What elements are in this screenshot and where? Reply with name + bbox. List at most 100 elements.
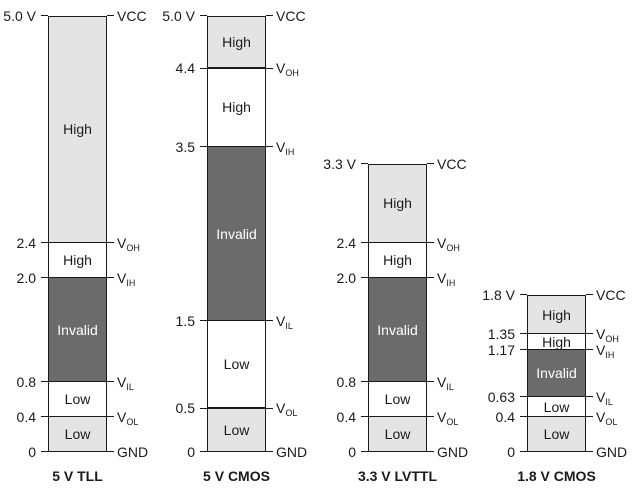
- level-label: 2.0: [16, 269, 36, 286]
- signal-tick: [107, 241, 114, 243]
- signal-tick: [586, 294, 593, 296]
- signal-name: VCC: [596, 287, 626, 304]
- level-label: 1.5: [175, 313, 195, 330]
- zone-label: Low: [543, 426, 570, 443]
- level-tick: [520, 294, 527, 296]
- level-tick: [520, 396, 527, 398]
- level-tick: [361, 416, 368, 418]
- level-tick: [361, 241, 368, 243]
- level-label: 0: [348, 444, 356, 460]
- signal-name: GND: [596, 444, 628, 460]
- zone-label: Invalid: [536, 365, 577, 382]
- zone-dark: Invalid: [207, 146, 266, 322]
- signal-name: GND: [117, 444, 149, 460]
- signal-name: V: [117, 409, 127, 426]
- signal-tick: [266, 407, 273, 409]
- level-tick: [41, 451, 48, 453]
- zone-white: High: [368, 241, 427, 278]
- signal-tick: [586, 416, 593, 418]
- signal-subscript: OL: [605, 417, 618, 428]
- signal-label: VIH: [276, 139, 294, 160]
- signal-name: VCC: [117, 8, 147, 24]
- zone-light: High: [207, 16, 266, 69]
- level-label: 0.5: [175, 400, 195, 417]
- signal-tick: [586, 349, 593, 351]
- level-label: 0.4: [495, 409, 515, 426]
- zone-label: High: [222, 34, 251, 51]
- zone-label: Invalid: [377, 321, 418, 338]
- signal-subscript: IL: [605, 397, 613, 408]
- signal-tick: [266, 451, 273, 453]
- signal-name: VCC: [276, 8, 306, 24]
- signal-subscript: OL: [446, 417, 459, 428]
- level-label: 4.4: [175, 60, 195, 77]
- level-tick: [520, 349, 527, 351]
- signal-label: VOL: [117, 409, 138, 430]
- level-tick: [200, 15, 207, 17]
- level-label: 0.8: [336, 374, 356, 391]
- zone-label: Invalid: [216, 225, 257, 242]
- zone-white: Low: [527, 396, 586, 418]
- zone-light: Low: [48, 416, 107, 452]
- level-tick: [520, 451, 527, 453]
- level-tick: [41, 241, 48, 243]
- signal-name: GND: [437, 444, 469, 460]
- signal-name: VCC: [437, 156, 467, 173]
- zone-white: High: [527, 333, 586, 350]
- signal-label: VIL: [596, 389, 613, 410]
- zone-label: Low: [64, 391, 91, 408]
- signal-name: V: [276, 400, 286, 417]
- level-label: 5.0 V: [162, 8, 195, 24]
- signal-label: VIH: [437, 270, 455, 291]
- zone-label: Low: [64, 426, 91, 443]
- signal-label: VCC: [596, 287, 626, 303]
- signal-subscript: OL: [126, 417, 139, 428]
- level-tick: [361, 381, 368, 383]
- signal-name: V: [596, 326, 606, 343]
- signal-tick: [427, 241, 434, 243]
- level-label: 5.0 V: [3, 8, 36, 24]
- signal-name: V: [596, 409, 606, 426]
- signal-subscript: OH: [285, 68, 299, 79]
- signal-label: VIH: [596, 342, 614, 363]
- signal-tick: [266, 146, 273, 147]
- signal-tick: [427, 163, 434, 165]
- signal-subscript: IH: [126, 277, 136, 288]
- zone-label: High: [383, 251, 412, 268]
- signal-subscript: IL: [285, 321, 293, 332]
- zone-label: Low: [543, 398, 570, 415]
- signal-tick: [107, 381, 114, 383]
- level-tick: [200, 146, 207, 147]
- level-tick: [41, 276, 48, 278]
- signal-label: VCC: [117, 8, 147, 24]
- zone-label: High: [542, 333, 571, 350]
- column-title: 5 V TLL: [52, 468, 103, 484]
- signal-label: GND: [596, 444, 627, 460]
- zone-label: Low: [384, 391, 411, 408]
- signal-label: VCC: [437, 156, 467, 172]
- column-title: 1.8 V CMOS: [517, 468, 596, 484]
- signal-label: VOL: [437, 409, 458, 430]
- zone-label: Low: [223, 356, 250, 373]
- level-label: 3.5: [175, 138, 195, 155]
- level-tick: [361, 163, 368, 165]
- zone-light: Low: [207, 407, 266, 452]
- signal-tick: [427, 276, 434, 278]
- level-tick: [200, 407, 207, 409]
- signal-tick: [107, 15, 114, 17]
- zone-light: Low: [527, 416, 586, 452]
- signal-name: GND: [276, 444, 308, 460]
- zone-label: High: [383, 195, 412, 212]
- signal-name: V: [596, 389, 606, 406]
- signal-name: V: [117, 269, 127, 286]
- signal-name: V: [437, 234, 447, 251]
- zone-label: High: [542, 306, 571, 323]
- zone-label: High: [63, 251, 92, 268]
- column-title: 3.3 V LVTTL: [357, 468, 438, 484]
- signal-label: VOH: [596, 326, 619, 347]
